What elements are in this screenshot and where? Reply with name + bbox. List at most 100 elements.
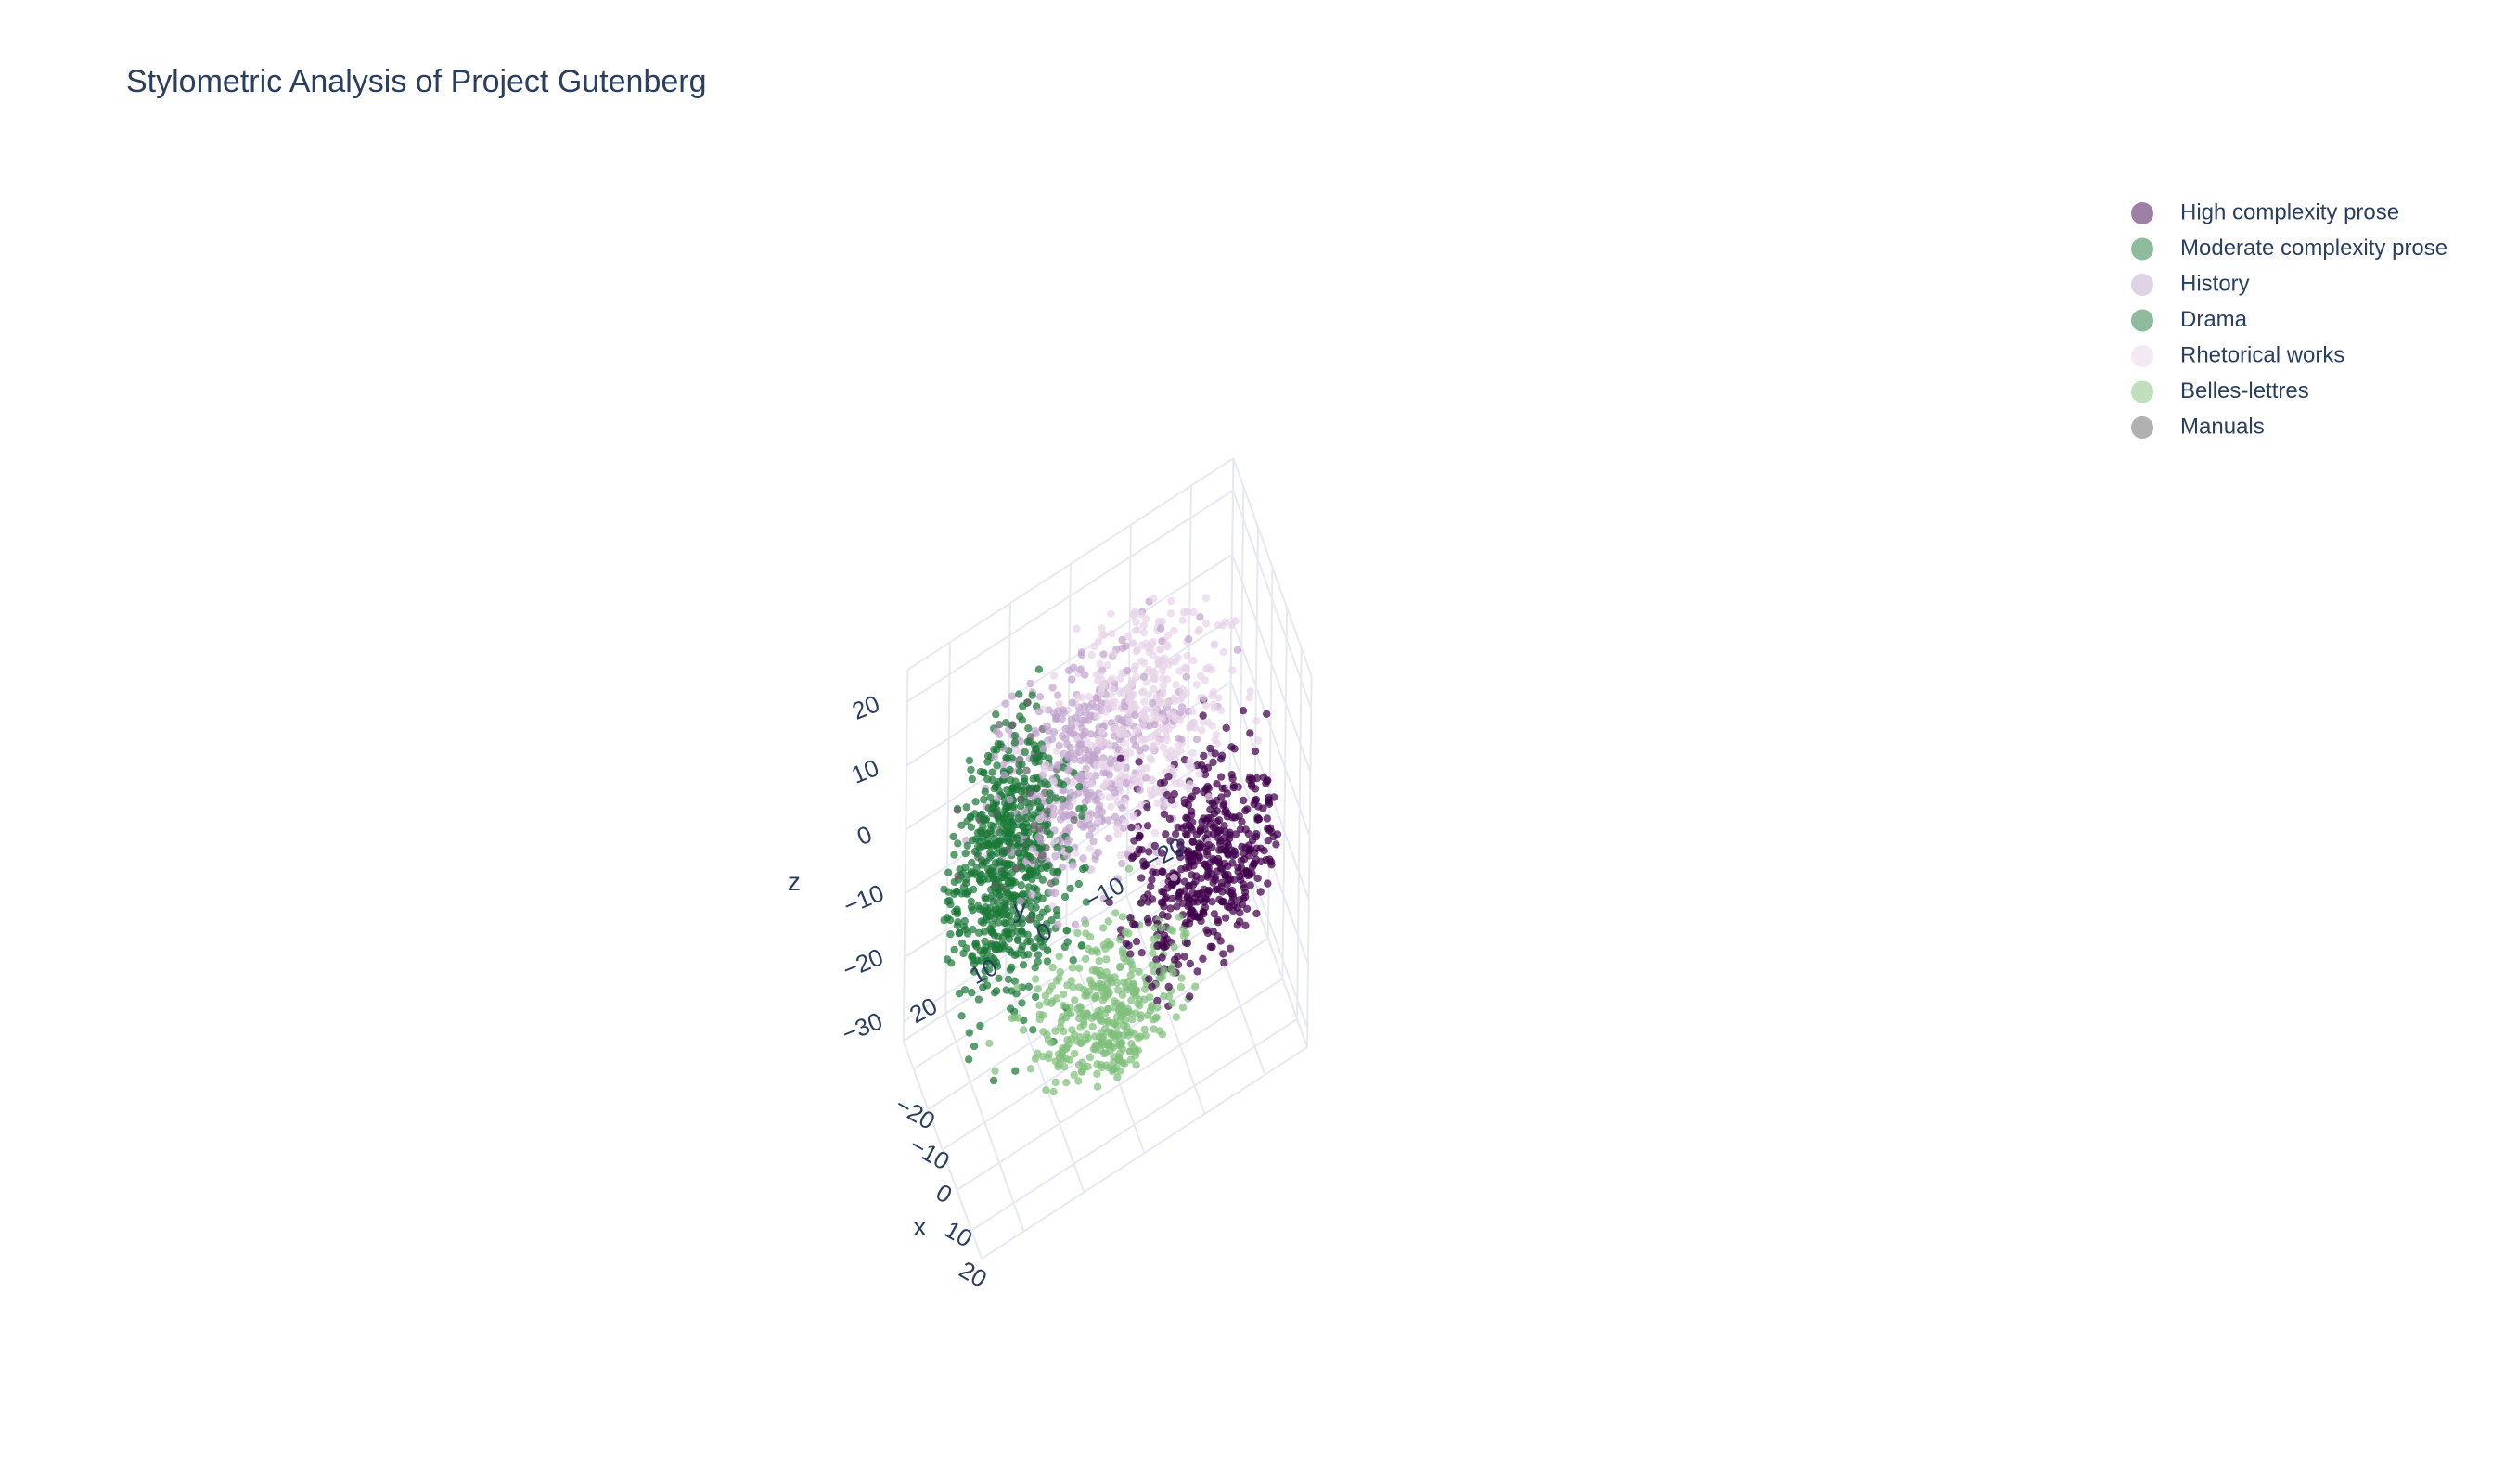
- scatter-point: [1108, 674, 1117, 683]
- scatter-point: [1144, 691, 1153, 699]
- scatter-point: [1164, 660, 1173, 669]
- legend-item[interactable]: Drama: [2131, 307, 2248, 332]
- scatter-point: [1091, 772, 1100, 780]
- scatter-point: [1084, 796, 1092, 804]
- scatter-point: [1250, 859, 1259, 868]
- scatter-point: [1129, 666, 1138, 674]
- scatter-point: [1178, 616, 1187, 624]
- scatter-point: [1006, 860, 1014, 868]
- scatter-point: [1182, 672, 1191, 681]
- scatter-point: [969, 836, 977, 845]
- scatter-point: [1093, 1060, 1101, 1068]
- scatter-point: [995, 974, 1003, 983]
- grid-layer: [902, 457, 1313, 1260]
- scatter-point: [1106, 759, 1115, 768]
- scatter-point: [1067, 788, 1075, 798]
- scatter-point: [1122, 779, 1131, 787]
- legend-item[interactable]: Rhetorical works: [2131, 342, 2344, 367]
- legend-marker: [2131, 309, 2153, 332]
- scatter-point: [1008, 891, 1017, 900]
- scatter-point: [1073, 1037, 1081, 1045]
- scatter-point: [1043, 807, 1051, 815]
- scatter-point: [980, 975, 989, 983]
- scatter-point: [1214, 694, 1223, 702]
- scatter-point: [1047, 879, 1056, 888]
- scatter-point: [1129, 639, 1137, 647]
- scatter-point: [983, 906, 992, 915]
- scatter-point: [1026, 733, 1035, 741]
- scatter-point: [996, 857, 1005, 865]
- scatter-point: [1188, 857, 1197, 866]
- scatter-point: [1073, 773, 1083, 781]
- scatter-point: [1060, 735, 1070, 743]
- scatter-point: [1122, 642, 1130, 650]
- legend-item[interactable]: High complexity prose: [2131, 199, 2399, 224]
- x-tick-label: −20: [891, 1091, 940, 1135]
- scatter-point: [1026, 1065, 1035, 1073]
- scatter-point: [1228, 859, 1237, 867]
- legend-item[interactable]: Moderate complexity prose: [2131, 236, 2447, 261]
- scatter-point: [1100, 631, 1109, 639]
- scatter-point: [995, 721, 1004, 729]
- scatter-point: [1113, 1073, 1122, 1081]
- scatter-point: [968, 952, 977, 960]
- scatter-point: [977, 871, 986, 879]
- scatter-point: [1248, 836, 1257, 845]
- scatter-point: [1102, 955, 1111, 964]
- scatter-point: [1253, 736, 1263, 745]
- scatter-point: [1093, 795, 1101, 803]
- scatter-point: [1001, 821, 1010, 830]
- scatter-point: [1167, 764, 1175, 773]
- scatter-point: [1107, 609, 1115, 618]
- scatter-point: [1175, 891, 1183, 901]
- scatter-point: [1024, 883, 1034, 891]
- scatter-point: [1170, 626, 1178, 635]
- scatter-point: [963, 889, 971, 898]
- legend-label: History: [2180, 271, 2250, 296]
- scatter-point: [999, 873, 1008, 882]
- scatter-point: [1092, 993, 1100, 1002]
- scatter-point: [1116, 674, 1124, 683]
- scatter-point: [976, 1021, 984, 1030]
- scatter-point: [1055, 1054, 1064, 1062]
- scatter-point: [1092, 671, 1101, 679]
- scatter-point: [1013, 950, 1021, 958]
- scatter-point: [1099, 682, 1109, 690]
- scatter-point: [1034, 1049, 1042, 1057]
- scatter-point: [1024, 950, 1033, 959]
- scatter-point: [1153, 729, 1162, 737]
- scatter-point: [1225, 903, 1234, 912]
- scatter-point: [1197, 916, 1205, 926]
- scatter-point: [1221, 827, 1229, 836]
- scatter-point: [1189, 608, 1198, 617]
- scatter-point: [1076, 1009, 1085, 1018]
- grid-line: [1296, 647, 1303, 1019]
- scatter-point: [1148, 775, 1156, 785]
- scatter-point: [1181, 665, 1189, 673]
- legend-item[interactable]: Manuals: [2131, 414, 2265, 439]
- scatter-point: [1168, 894, 1176, 903]
- scatter-point: [1062, 927, 1072, 935]
- legend-item[interactable]: Belles-lettres: [2131, 378, 2309, 403]
- scatter-point: [1150, 720, 1159, 729]
- scatter-point: [1204, 719, 1214, 727]
- scatter-point: [1086, 741, 1096, 749]
- scatter-point: [1217, 793, 1226, 801]
- scatter-point: [1016, 802, 1025, 811]
- scatter-point: [1214, 846, 1224, 854]
- legend[interactable]: High complexity prose Moderate complexity…: [2131, 199, 2447, 439]
- scatter-point: [1072, 849, 1080, 857]
- scatter-point: [1218, 621, 1227, 630]
- scatter-point: [1006, 765, 1014, 774]
- scatter-point: [1032, 975, 1040, 983]
- scatter-point: [945, 915, 955, 925]
- scatter-point: [1069, 861, 1077, 869]
- scatter-point: [1052, 994, 1061, 1003]
- legend-item[interactable]: History: [2131, 271, 2250, 296]
- scatter-point: [1137, 610, 1146, 619]
- scatter-point: [1233, 646, 1242, 654]
- scatter-point: [1109, 649, 1118, 658]
- scatter-point: [1029, 845, 1037, 853]
- scatter-point: [958, 869, 968, 877]
